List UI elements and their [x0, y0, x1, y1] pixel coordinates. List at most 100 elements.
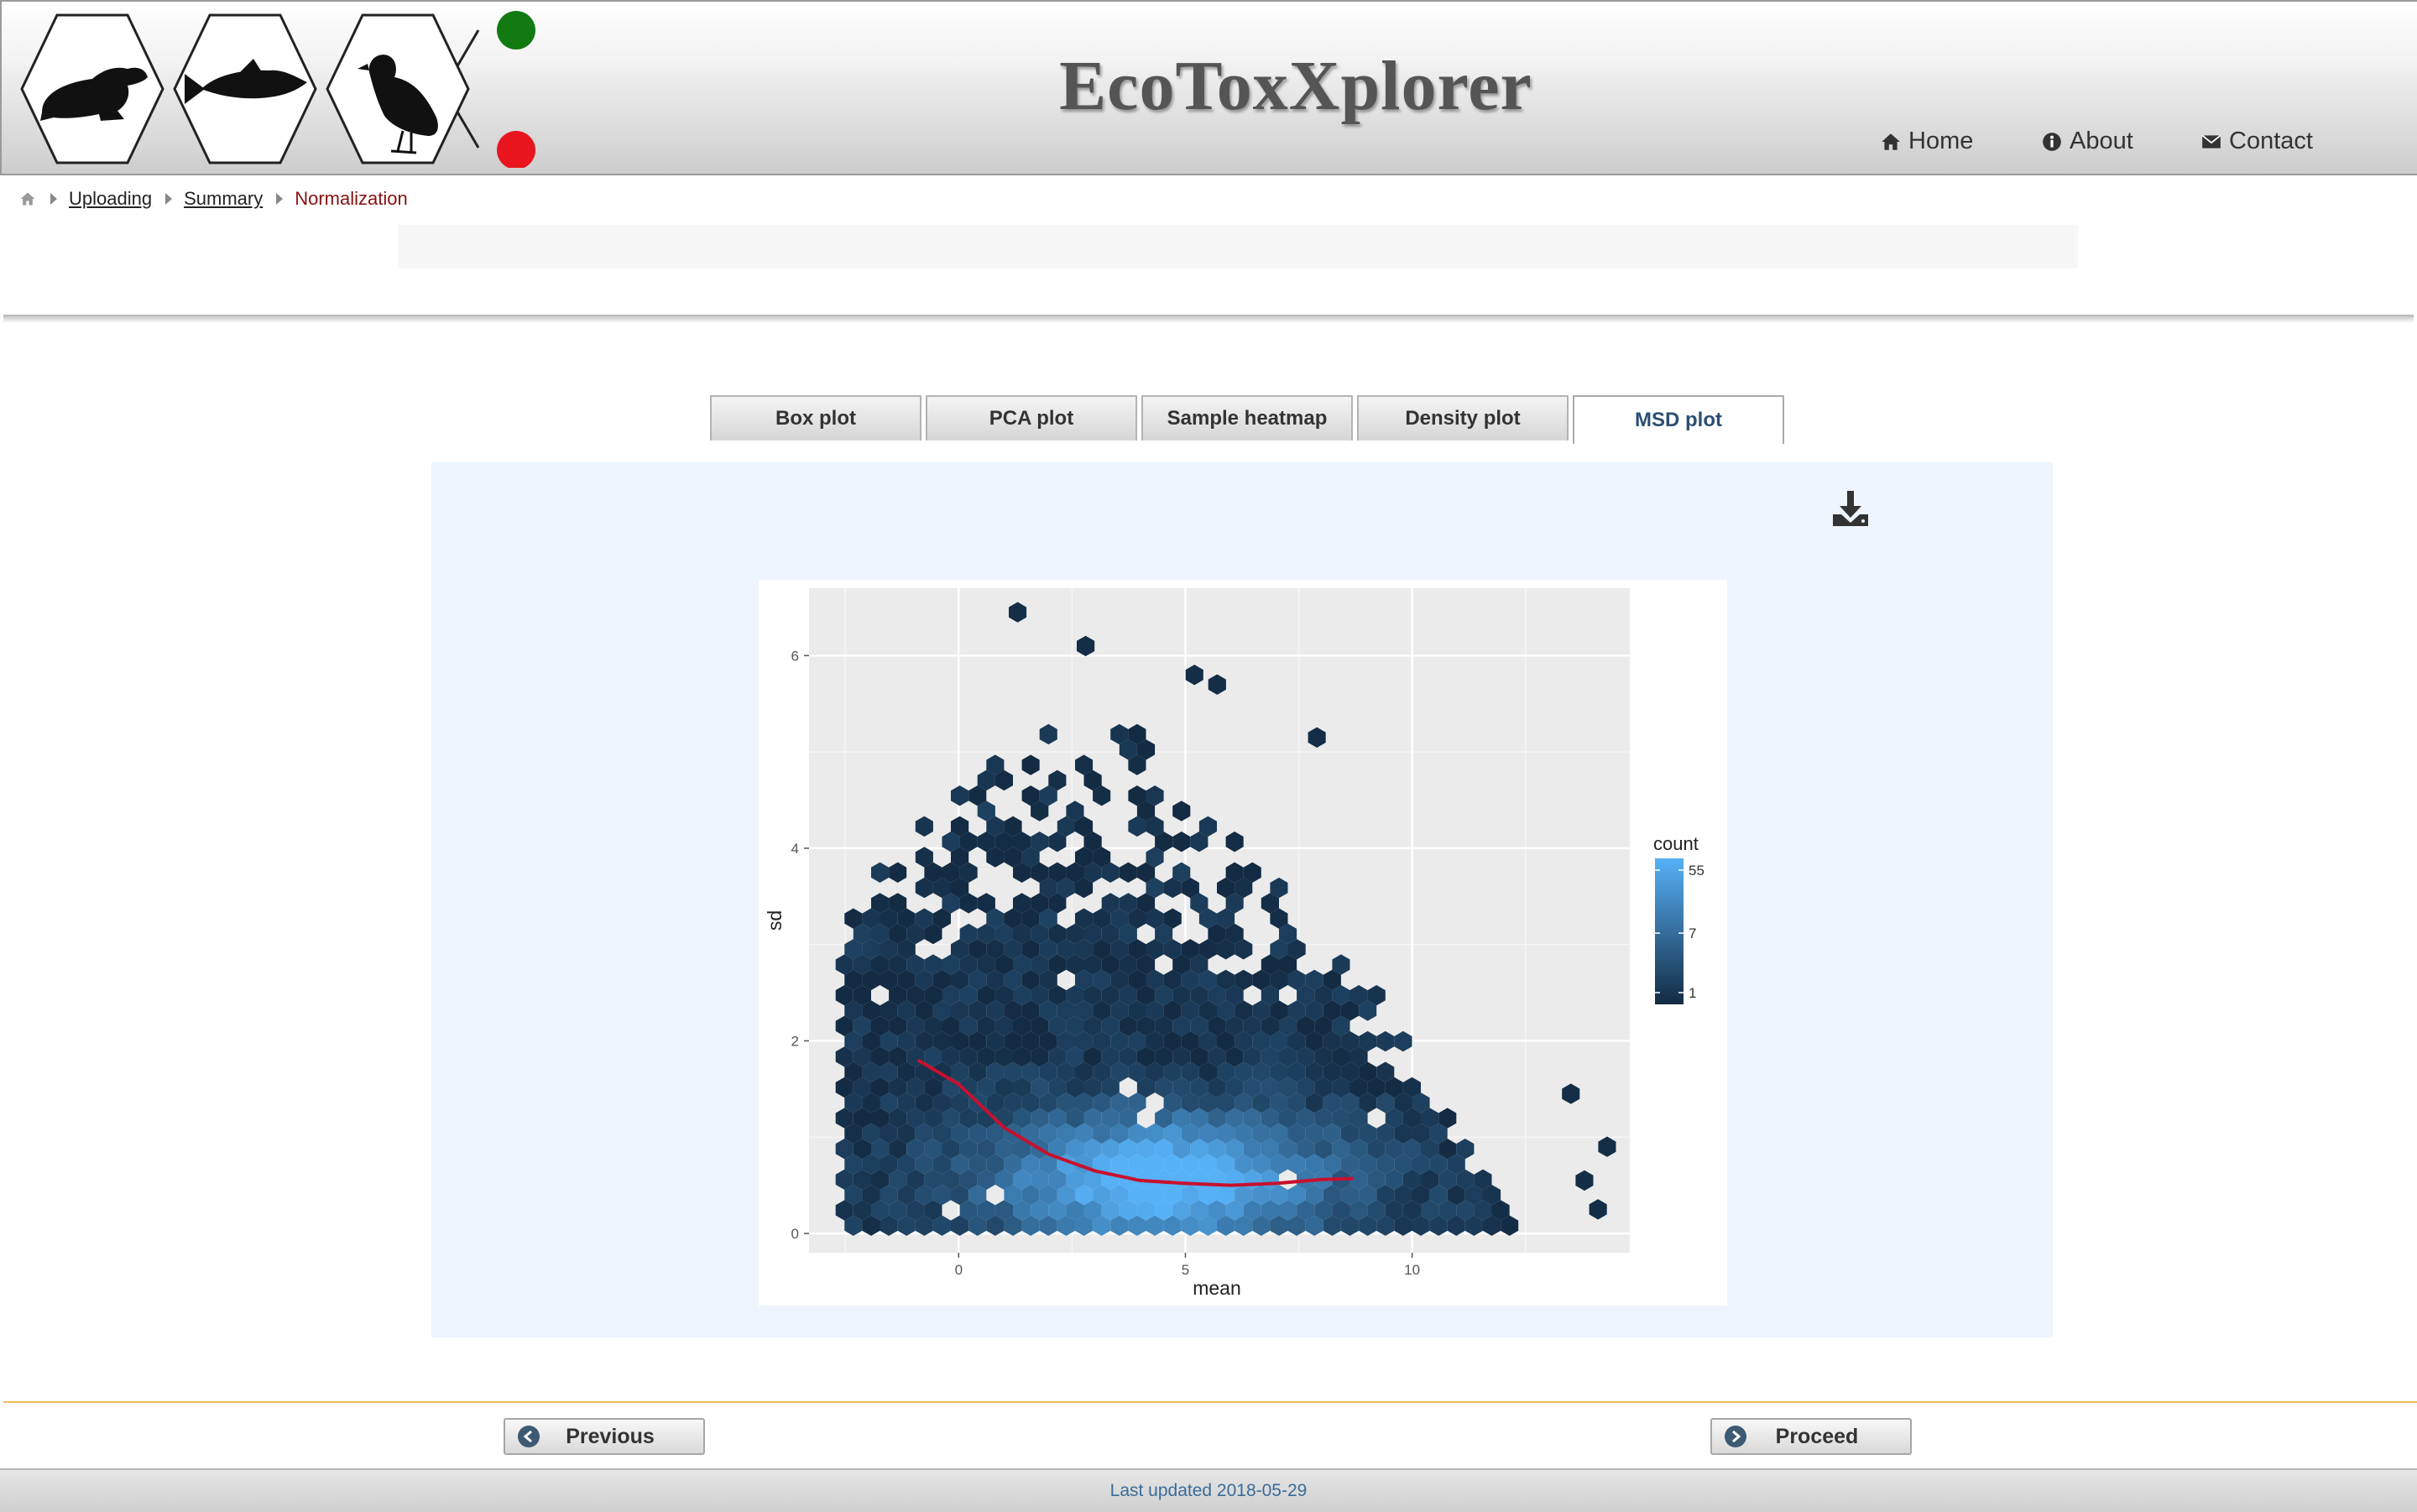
- hex-bin: [1172, 1108, 1191, 1129]
- nav-about[interactable]: About: [2041, 128, 2133, 155]
- hex-bin: [1474, 1200, 1492, 1221]
- hex-bin: [1075, 1030, 1094, 1052]
- hex-bin: [1110, 723, 1129, 745]
- home-icon[interactable]: [18, 190, 37, 207]
- hex-bin: [889, 1169, 907, 1190]
- hex-bin: [994, 954, 1013, 975]
- hex-bin: [1083, 862, 1102, 883]
- hex-bin: [1349, 1139, 1368, 1160]
- nav-contact[interactable]: Contact: [2200, 128, 2313, 155]
- hex-bin: [889, 954, 907, 975]
- hex-bin: [1367, 1200, 1386, 1221]
- hex-bin: [1305, 1123, 1323, 1144]
- hex-bin: [986, 939, 1005, 960]
- hex-bin: [968, 785, 987, 806]
- hex-bin: [1438, 1139, 1457, 1160]
- hex-bin: [1279, 954, 1297, 975]
- hex-bin: [1013, 862, 1031, 883]
- hex-bin: [1217, 1123, 1235, 1144]
- hex-bin: [1057, 816, 1075, 837]
- hex-bin: [862, 1000, 880, 1021]
- ecotox-logo[interactable]: [17, 8, 537, 168]
- hex-bin: [951, 877, 969, 899]
- hex-bin: [1057, 939, 1075, 960]
- hex-bin: [1048, 1015, 1067, 1036]
- hex-bin: [1110, 1000, 1129, 1021]
- hex-bin: [1039, 939, 1057, 960]
- hex-bin: [1598, 1136, 1616, 1157]
- hex-bin: [924, 985, 942, 1006]
- hex-bin: [1136, 862, 1156, 883]
- hex-bin: [932, 1184, 951, 1206]
- breadcrumb-current: Normalization: [295, 188, 408, 209]
- hex-bin: [1279, 1046, 1297, 1067]
- hex-bin: [1110, 908, 1129, 929]
- legend-tick-label: 1: [1689, 985, 1696, 1001]
- hex-bin: [968, 1061, 987, 1082]
- hex-bin: [844, 939, 863, 960]
- hex-bin: [1163, 1184, 1182, 1206]
- tab-sample-heatmap[interactable]: Sample heatmap: [1141, 395, 1353, 441]
- tab-box-plot[interactable]: Box plot: [710, 395, 921, 441]
- footer: Last updated 2018-05-29: [0, 1468, 2417, 1512]
- hex-bin: [1359, 1030, 1377, 1052]
- hex-bin: [959, 1108, 978, 1129]
- hex-bin: [889, 1046, 907, 1067]
- hex-bin: [1101, 862, 1120, 883]
- hex-bin: [889, 985, 907, 1006]
- hex-bin: [1287, 1000, 1306, 1021]
- hex-bin: [1146, 1154, 1164, 1175]
- hex-bin: [1146, 939, 1164, 960]
- hex-bin: [1013, 1015, 1031, 1036]
- hex-bin: [915, 908, 933, 929]
- app-title: EcoToxXplorer: [1059, 47, 1532, 125]
- hex-bin: [951, 847, 969, 868]
- hex-bin: [1243, 862, 1261, 883]
- hex-bin: [1385, 1200, 1403, 1221]
- hex-bin: [1004, 1215, 1022, 1236]
- last-updated-text: Last updated 2018-05-29: [1109, 1481, 1308, 1500]
- hex-bin: [1367, 1077, 1386, 1098]
- hex-bin: [1093, 1000, 1111, 1021]
- hex-bin: [1172, 832, 1191, 852]
- nav-home[interactable]: Home: [1880, 128, 1973, 155]
- tab-density-plot[interactable]: Density plot: [1357, 395, 1569, 441]
- hex-bin: [959, 954, 978, 975]
- hex-bin: [1297, 1139, 1315, 1160]
- hex-bin: [1128, 1000, 1146, 1021]
- hex-bin: [1385, 1139, 1403, 1160]
- hex-bin: [1155, 1200, 1173, 1221]
- hex-bin: [1066, 923, 1084, 945]
- hex-bin: [862, 1061, 880, 1082]
- hex-bin: [1198, 908, 1217, 929]
- hex-bin: [1136, 1077, 1156, 1098]
- x-axis-label: mean: [1193, 1277, 1241, 1299]
- previous-button[interactable]: Previous: [504, 1418, 705, 1455]
- hex-bin: [1225, 1077, 1244, 1098]
- hex-bin: [862, 1092, 880, 1113]
- download-button[interactable]: [1830, 487, 1871, 529]
- hex-bin: [932, 1092, 951, 1113]
- tab-pca-plot[interactable]: PCA plot: [926, 395, 1137, 441]
- hex-bin: [1421, 1200, 1439, 1221]
- hex-bin: [1101, 1077, 1120, 1098]
- hex-bin: [1021, 1184, 1040, 1206]
- hex-bin: [1279, 1108, 1297, 1129]
- hex-bin: [889, 893, 907, 914]
- hex-bin: [1190, 1139, 1208, 1160]
- hex-bin: [1172, 1139, 1191, 1160]
- hex-bin: [1270, 908, 1288, 929]
- hex-bin: [1048, 985, 1067, 1006]
- hex-bin: [977, 800, 995, 821]
- hex-bin: [853, 923, 871, 945]
- hex-bin: [1066, 1108, 1084, 1129]
- hex-bin: [835, 954, 854, 975]
- hex-bin: [1235, 1154, 1253, 1175]
- hex-bin: [1287, 1184, 1306, 1206]
- hex-bin: [1021, 1000, 1040, 1021]
- breadcrumb-uploading[interactable]: Uploading: [69, 188, 153, 209]
- proceed-button[interactable]: Proceed: [1710, 1418, 1912, 1455]
- hex-bin: [959, 1046, 978, 1067]
- breadcrumb-summary[interactable]: Summary: [184, 188, 264, 209]
- tab-msd-plot[interactable]: MSD plot: [1573, 395, 1784, 444]
